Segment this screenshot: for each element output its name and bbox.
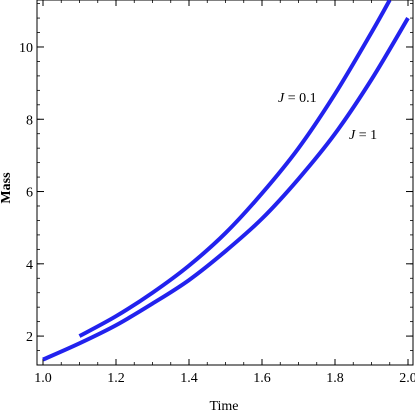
y-tick-label: 6 xyxy=(26,186,33,201)
x-tick-label: 2.0 xyxy=(399,371,415,386)
y-tick-label: 2 xyxy=(26,330,33,345)
series-line-0 xyxy=(78,0,392,338)
y-tick-label: 10 xyxy=(19,41,33,56)
x-axis-title: Time xyxy=(209,399,238,414)
y-tick-label: 8 xyxy=(26,113,33,128)
x-tick-label: 1.4 xyxy=(180,371,198,386)
y-tick-label: 4 xyxy=(26,258,33,273)
series-line-1 xyxy=(42,17,410,362)
tick-group: 1.0 1.2 1.4 1.6 1.8 2.0 2 4 6 8 10 xyxy=(19,0,415,386)
x-tick-label: 1.0 xyxy=(34,371,52,386)
series-label-j01: J = 0.1 xyxy=(278,91,317,106)
x-tick-label: 1.2 xyxy=(107,371,125,386)
x-tick-label: 1.6 xyxy=(253,371,271,386)
series-lines xyxy=(42,0,410,362)
x-tick-label: 1.8 xyxy=(326,371,344,386)
plot-frame xyxy=(36,0,414,366)
y-axis-title: Mass xyxy=(0,172,14,204)
series-label-j1: J = 1 xyxy=(349,128,377,143)
